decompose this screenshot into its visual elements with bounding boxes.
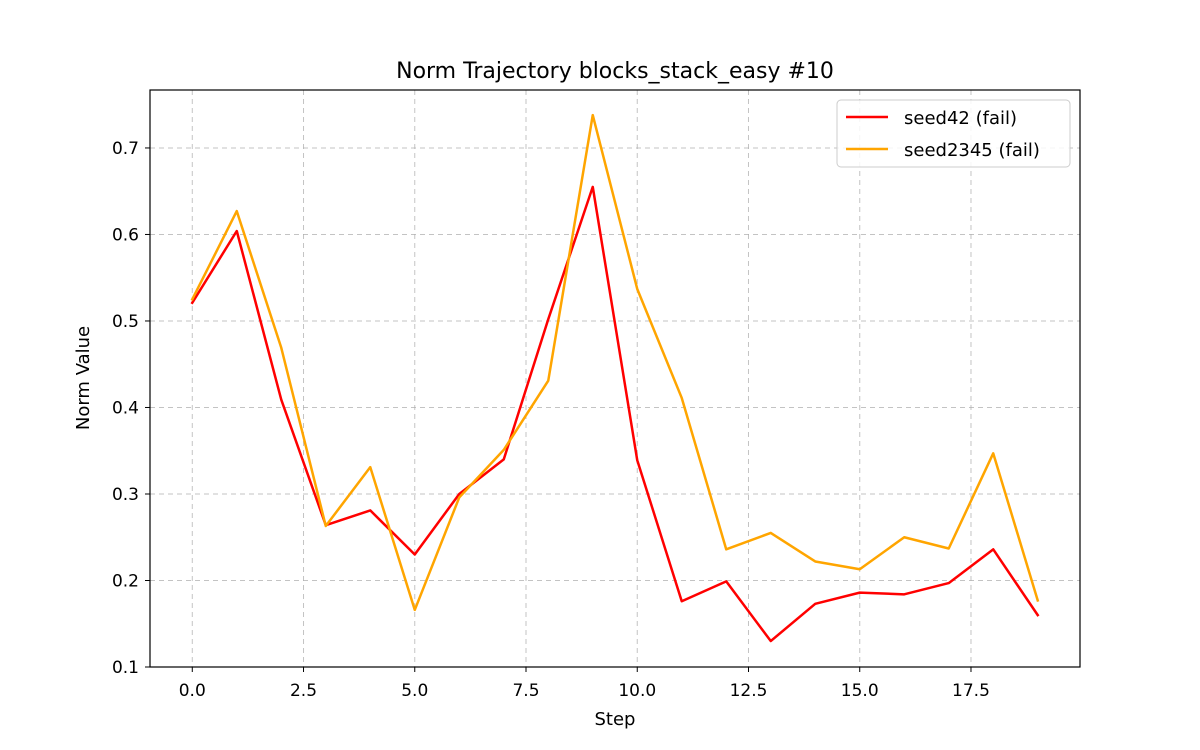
legend-label-seed2345: seed2345 (fail) [904, 140, 1040, 161]
y-tick-label: 0.7 [112, 139, 139, 159]
x-tick-label: 0.0 [179, 681, 206, 701]
x-axis-label: Step [595, 709, 636, 730]
series-line-seed42 [190, 185, 1040, 643]
legend: seed42 (fail) seed2345 (fail) [836, 99, 1071, 168]
x-tick-label: 10.0 [618, 681, 656, 701]
legend-box [836, 99, 1071, 168]
x-tick-label: 2.5 [290, 681, 317, 701]
y-tick-label: 0.1 [112, 658, 139, 678]
x-tick-label: 7.5 [512, 681, 539, 701]
y-tick-label: 0.3 [112, 485, 139, 505]
y-tick-label: 0.2 [112, 571, 139, 591]
y-tick-label: 0.6 [112, 225, 139, 245]
y-tick-label: 0.5 [112, 312, 139, 332]
y-axis-label: Norm Value [73, 326, 94, 430]
plot-area-frame [149, 89, 1081, 668]
y-tick-label: 0.4 [112, 398, 139, 418]
ticks-layer: 0.0 2.5 5.0 7.5 10.0 12.5 15.0 17.5 0.1 0.2 0.3 0.4… [112, 139, 990, 701]
x-tick-label: 12.5 [730, 681, 768, 701]
x-tick-label: 17.5 [952, 681, 990, 701]
series-layer [190, 113, 1040, 643]
legend-label-seed42: seed42 (fail) [904, 108, 1017, 129]
x-tick-label: 15.0 [841, 681, 879, 701]
chart-title: Norm Trajectory blocks_stack_easy #10 [396, 59, 834, 84]
x-tick-label: 5.0 [401, 681, 428, 701]
series-line-seed2345 [190, 113, 1040, 612]
